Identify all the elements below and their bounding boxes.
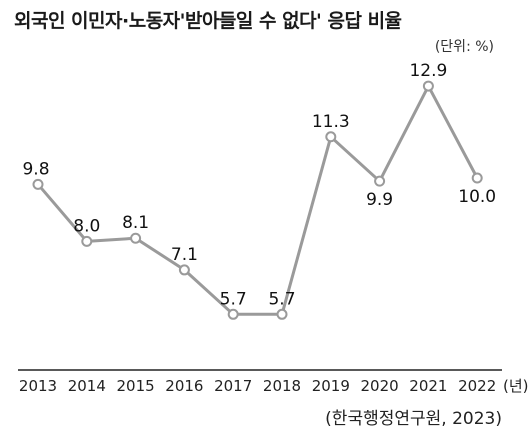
x-tick-2016: 2016 bbox=[165, 377, 203, 395]
data-point-2018 bbox=[276, 308, 288, 320]
x-tick-2022: 2022 bbox=[458, 377, 496, 395]
x-tick-labels: 2013 2014 2015 2016 2017 2018 2019 2020 2021 2022 bbox=[19, 377, 496, 395]
data-point-2022 bbox=[471, 172, 483, 184]
data-label-2013: 9.8 bbox=[22, 159, 49, 179]
data-label-2016: 7.1 bbox=[171, 245, 198, 265]
data-label-2015: 8.1 bbox=[122, 213, 149, 233]
data-label-2014: 8.0 bbox=[73, 216, 100, 236]
data-label-2020: 9.9 bbox=[366, 190, 393, 210]
x-axis-unit: (년) bbox=[503, 377, 529, 395]
x-tick-2013: 2013 bbox=[19, 377, 57, 395]
data-label-2022: 10.0 bbox=[458, 187, 496, 207]
x-tick-2018: 2018 bbox=[263, 377, 301, 395]
data-label-2021: 12.9 bbox=[409, 61, 447, 81]
source-note: (한국행정연구원, 2023) bbox=[325, 409, 502, 429]
unit-label: (단위: %) bbox=[434, 39, 494, 55]
data-point-2015 bbox=[130, 232, 142, 244]
data-point-2013 bbox=[32, 178, 44, 190]
data-labels: 9.8 8.0 8.1 7.1 5.7 5.7 11.3 9.9 12.9 10.0 bbox=[22, 61, 496, 309]
x-tick-2014: 2014 bbox=[68, 377, 106, 395]
x-tick-2017: 2017 bbox=[214, 377, 252, 395]
data-label-2018: 5.7 bbox=[268, 289, 295, 309]
data-point-2017 bbox=[227, 308, 239, 320]
data-point-2014 bbox=[81, 235, 93, 247]
x-tick-2015: 2015 bbox=[117, 377, 155, 395]
data-point-2020 bbox=[374, 175, 386, 187]
data-point-2021 bbox=[422, 80, 434, 92]
data-markers bbox=[32, 80, 483, 320]
x-tick-2020: 2020 bbox=[361, 377, 399, 395]
data-label-2017: 5.7 bbox=[220, 289, 247, 309]
data-point-2016 bbox=[178, 264, 190, 276]
chart-title: 외국인 이민자·노동자'받아들일 수 없다' 응답 비율 bbox=[14, 10, 402, 32]
x-tick-2021: 2021 bbox=[409, 377, 447, 395]
series-line bbox=[36, 84, 479, 316]
x-tick-2019: 2019 bbox=[312, 377, 350, 395]
data-point-2019 bbox=[325, 131, 337, 143]
data-label-2019: 11.3 bbox=[312, 112, 350, 132]
